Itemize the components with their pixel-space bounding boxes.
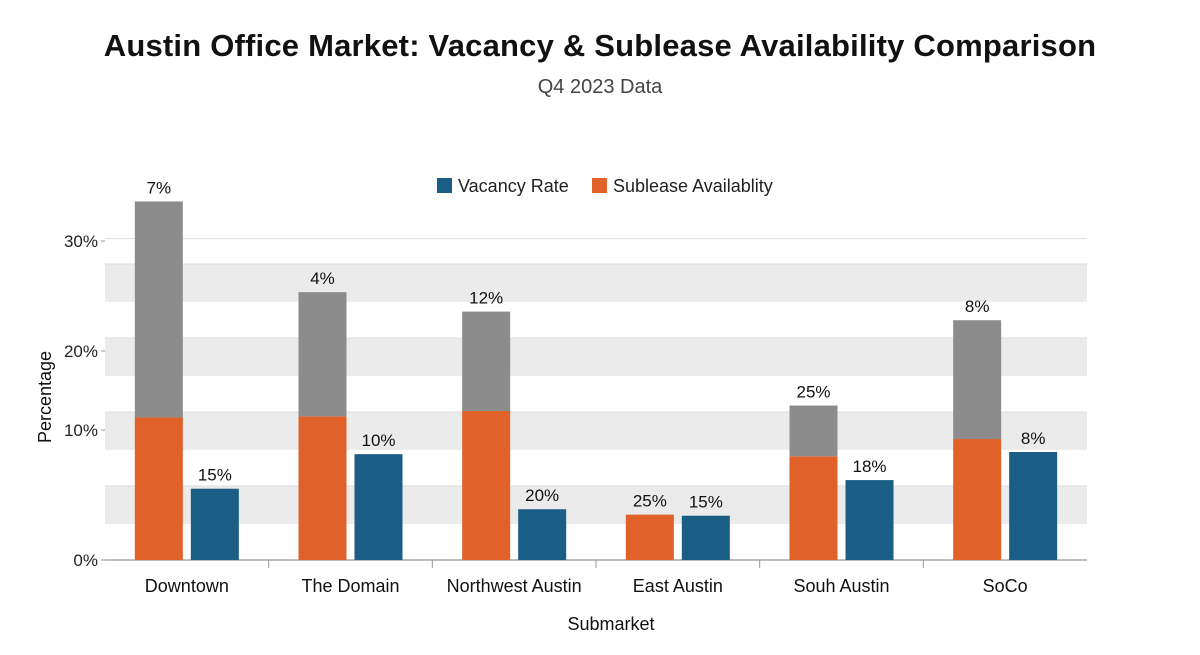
bar-vacancy	[518, 509, 567, 560]
legend-swatch	[592, 178, 607, 193]
bar-vacancy	[354, 454, 403, 560]
data-label-vacancy: 8%	[1021, 429, 1046, 448]
x-tick-label: Northwest Austin	[447, 576, 582, 596]
bar-sublease-overlay	[134, 201, 183, 418]
legend: Vacancy Rate Sublease Availablity	[437, 176, 773, 196]
data-label-sublease: 7%	[147, 178, 172, 197]
bar-sublease	[462, 410, 511, 560]
y-tick-label: 20%	[64, 342, 98, 361]
data-label-vacancy: 15%	[198, 466, 232, 485]
bar-sublease	[298, 416, 347, 560]
y-tick-label: 10%	[64, 421, 98, 440]
data-label-sublease: 25%	[796, 383, 830, 402]
bar-sublease	[625, 514, 674, 560]
y-tick-label: 30%	[64, 232, 98, 251]
bar-sublease-overlay	[953, 320, 1002, 440]
bar-sublease	[789, 456, 838, 560]
axes: 0% 10% 20% 30% Downtown The Domain Northwest A…	[64, 232, 1087, 596]
data-label-vacancy: 20%	[525, 486, 559, 505]
bar-sublease-overlay	[789, 405, 838, 457]
chart-title: Austin Office Market: Vacancy & Sublease…	[103, 28, 1097, 63]
x-tick-label: SoCo	[983, 576, 1028, 596]
bar-vacancy	[1009, 452, 1058, 560]
data-label-sublease: 4%	[310, 269, 335, 288]
bar-sublease-overlay	[462, 311, 511, 411]
data-label-vacancy: 15%	[689, 493, 723, 512]
bar-sublease-overlay	[298, 292, 347, 417]
x-tick-label: Souh Austin	[793, 576, 889, 596]
legend-swatch	[437, 178, 452, 193]
x-tick-label: The Domain	[301, 576, 399, 596]
bars	[134, 201, 1058, 560]
data-labels: 7% 15% 4% 10% 12% 20% 25% 15% 25% 18% 8% 8%	[147, 178, 1046, 511]
data-label-sublease: 12%	[469, 289, 503, 308]
bar-vacancy	[845, 480, 894, 560]
legend-label: Vacancy Rate	[458, 176, 569, 196]
y-axis-title: Percentage	[35, 351, 55, 443]
chart-subtitle: Q4 2023 Data	[537, 76, 663, 98]
bar-vacancy	[190, 488, 239, 560]
data-label-sublease: 25%	[633, 492, 667, 511]
data-label-sublease: 8%	[965, 297, 990, 316]
bar-sublease	[953, 439, 1002, 560]
grid-band	[105, 338, 1087, 375]
grid-band	[105, 486, 1087, 523]
x-tick-label: Downtown	[145, 576, 229, 596]
data-label-vacancy: 18%	[852, 457, 886, 476]
y-tick-label: 0%	[73, 551, 98, 570]
legend-label: Sublease Availablity	[613, 176, 773, 196]
x-axis-title: Submarket	[567, 614, 654, 634]
bar-vacancy	[681, 515, 730, 560]
bar-sublease	[134, 417, 183, 560]
grid-band	[105, 412, 1087, 449]
x-tick-label: East Austin	[633, 576, 723, 596]
data-label-vacancy: 10%	[361, 431, 395, 450]
grid-band	[105, 264, 1087, 301]
grid-bands	[105, 238, 1087, 524]
